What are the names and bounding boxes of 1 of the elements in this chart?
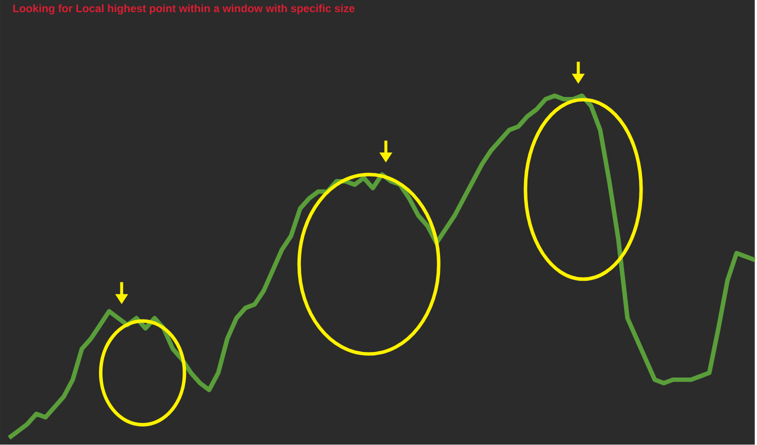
- chart-title: Looking for Local highest point within a window with specific size: [13, 4, 355, 15]
